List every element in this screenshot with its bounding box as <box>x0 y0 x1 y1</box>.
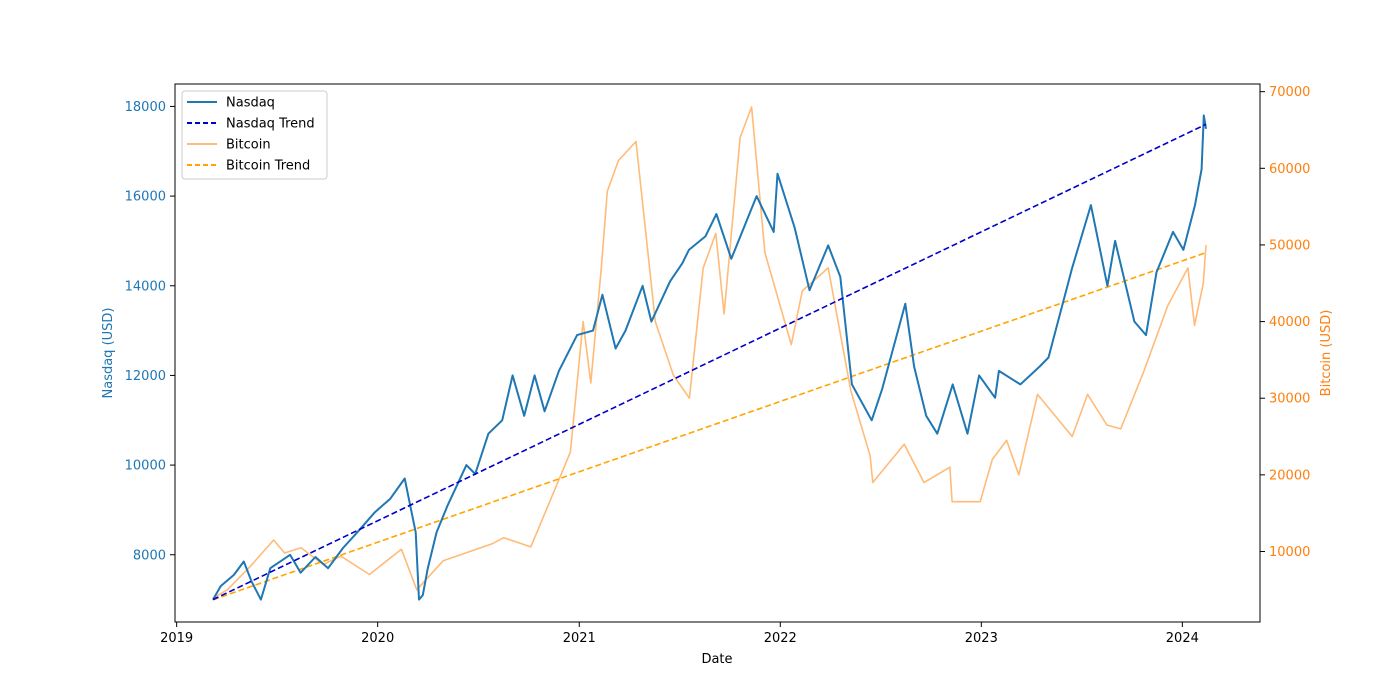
y-left-tick-label: 10000 <box>125 459 166 474</box>
y-axis-right-title: Bitcoin (USD) <box>1319 310 1334 397</box>
y-left-tick-label: 16000 <box>125 190 166 205</box>
y-axis-right: 10000 20000 30000 40000 50000 60000 70000 <box>1260 85 1310 560</box>
y-left-tick-label: 18000 <box>125 100 166 115</box>
x-axis-title: Date <box>701 652 732 667</box>
x-tick-label: 2022 <box>764 631 797 646</box>
legend-label: Nasdaq Trend <box>226 117 315 132</box>
x-tick-label: 2021 <box>563 631 596 646</box>
plot-content <box>212 106 1207 601</box>
y-right-tick-label: 30000 <box>1269 392 1310 407</box>
y-left-tick-label: 12000 <box>125 369 166 384</box>
x-tick-label: 2020 <box>361 631 394 646</box>
plot-frame <box>174 83 1261 623</box>
legend-label: Bitcoin Trend <box>226 159 310 174</box>
y-right-tick-label: 60000 <box>1269 162 1310 177</box>
y-right-tick-label: 70000 <box>1269 85 1310 100</box>
y-right-tick-label: 20000 <box>1269 468 1310 483</box>
y-axis-left: 8000 10000 12000 14000 16000 18000 <box>125 100 175 563</box>
legend-label: Bitcoin <box>226 138 271 153</box>
series-line-bitcoin <box>212 106 1207 599</box>
x-axis: 2019 2020 2021 2022 2023 2024 <box>160 622 1199 646</box>
legend: Nasdaq Nasdaq Trend Bitcoin Bitcoin Trend <box>181 90 328 180</box>
series-line-bitcoin-trend <box>212 251 1207 601</box>
y-right-tick-label: 40000 <box>1269 315 1310 330</box>
legend-box <box>181 90 328 180</box>
y-right-tick-label: 10000 <box>1269 545 1310 560</box>
legend-items: Nasdaq Nasdaq Trend Bitcoin Bitcoin Trend <box>187 96 315 174</box>
series-line-nasdaq-trend <box>212 123 1207 601</box>
x-tick-label: 2024 <box>1166 631 1199 646</box>
y-axis-left-title: Nasdaq (USD) <box>101 308 116 399</box>
y-left-tick-label: 8000 <box>133 548 166 563</box>
y-right-tick-label: 50000 <box>1269 238 1310 253</box>
x-tick-label: 2023 <box>965 631 998 646</box>
x-tick-label: 2019 <box>160 631 193 646</box>
legend-label: Nasdaq <box>226 96 275 111</box>
series-line-nasdaq <box>212 114 1207 601</box>
y-left-tick-label: 14000 <box>125 279 166 294</box>
